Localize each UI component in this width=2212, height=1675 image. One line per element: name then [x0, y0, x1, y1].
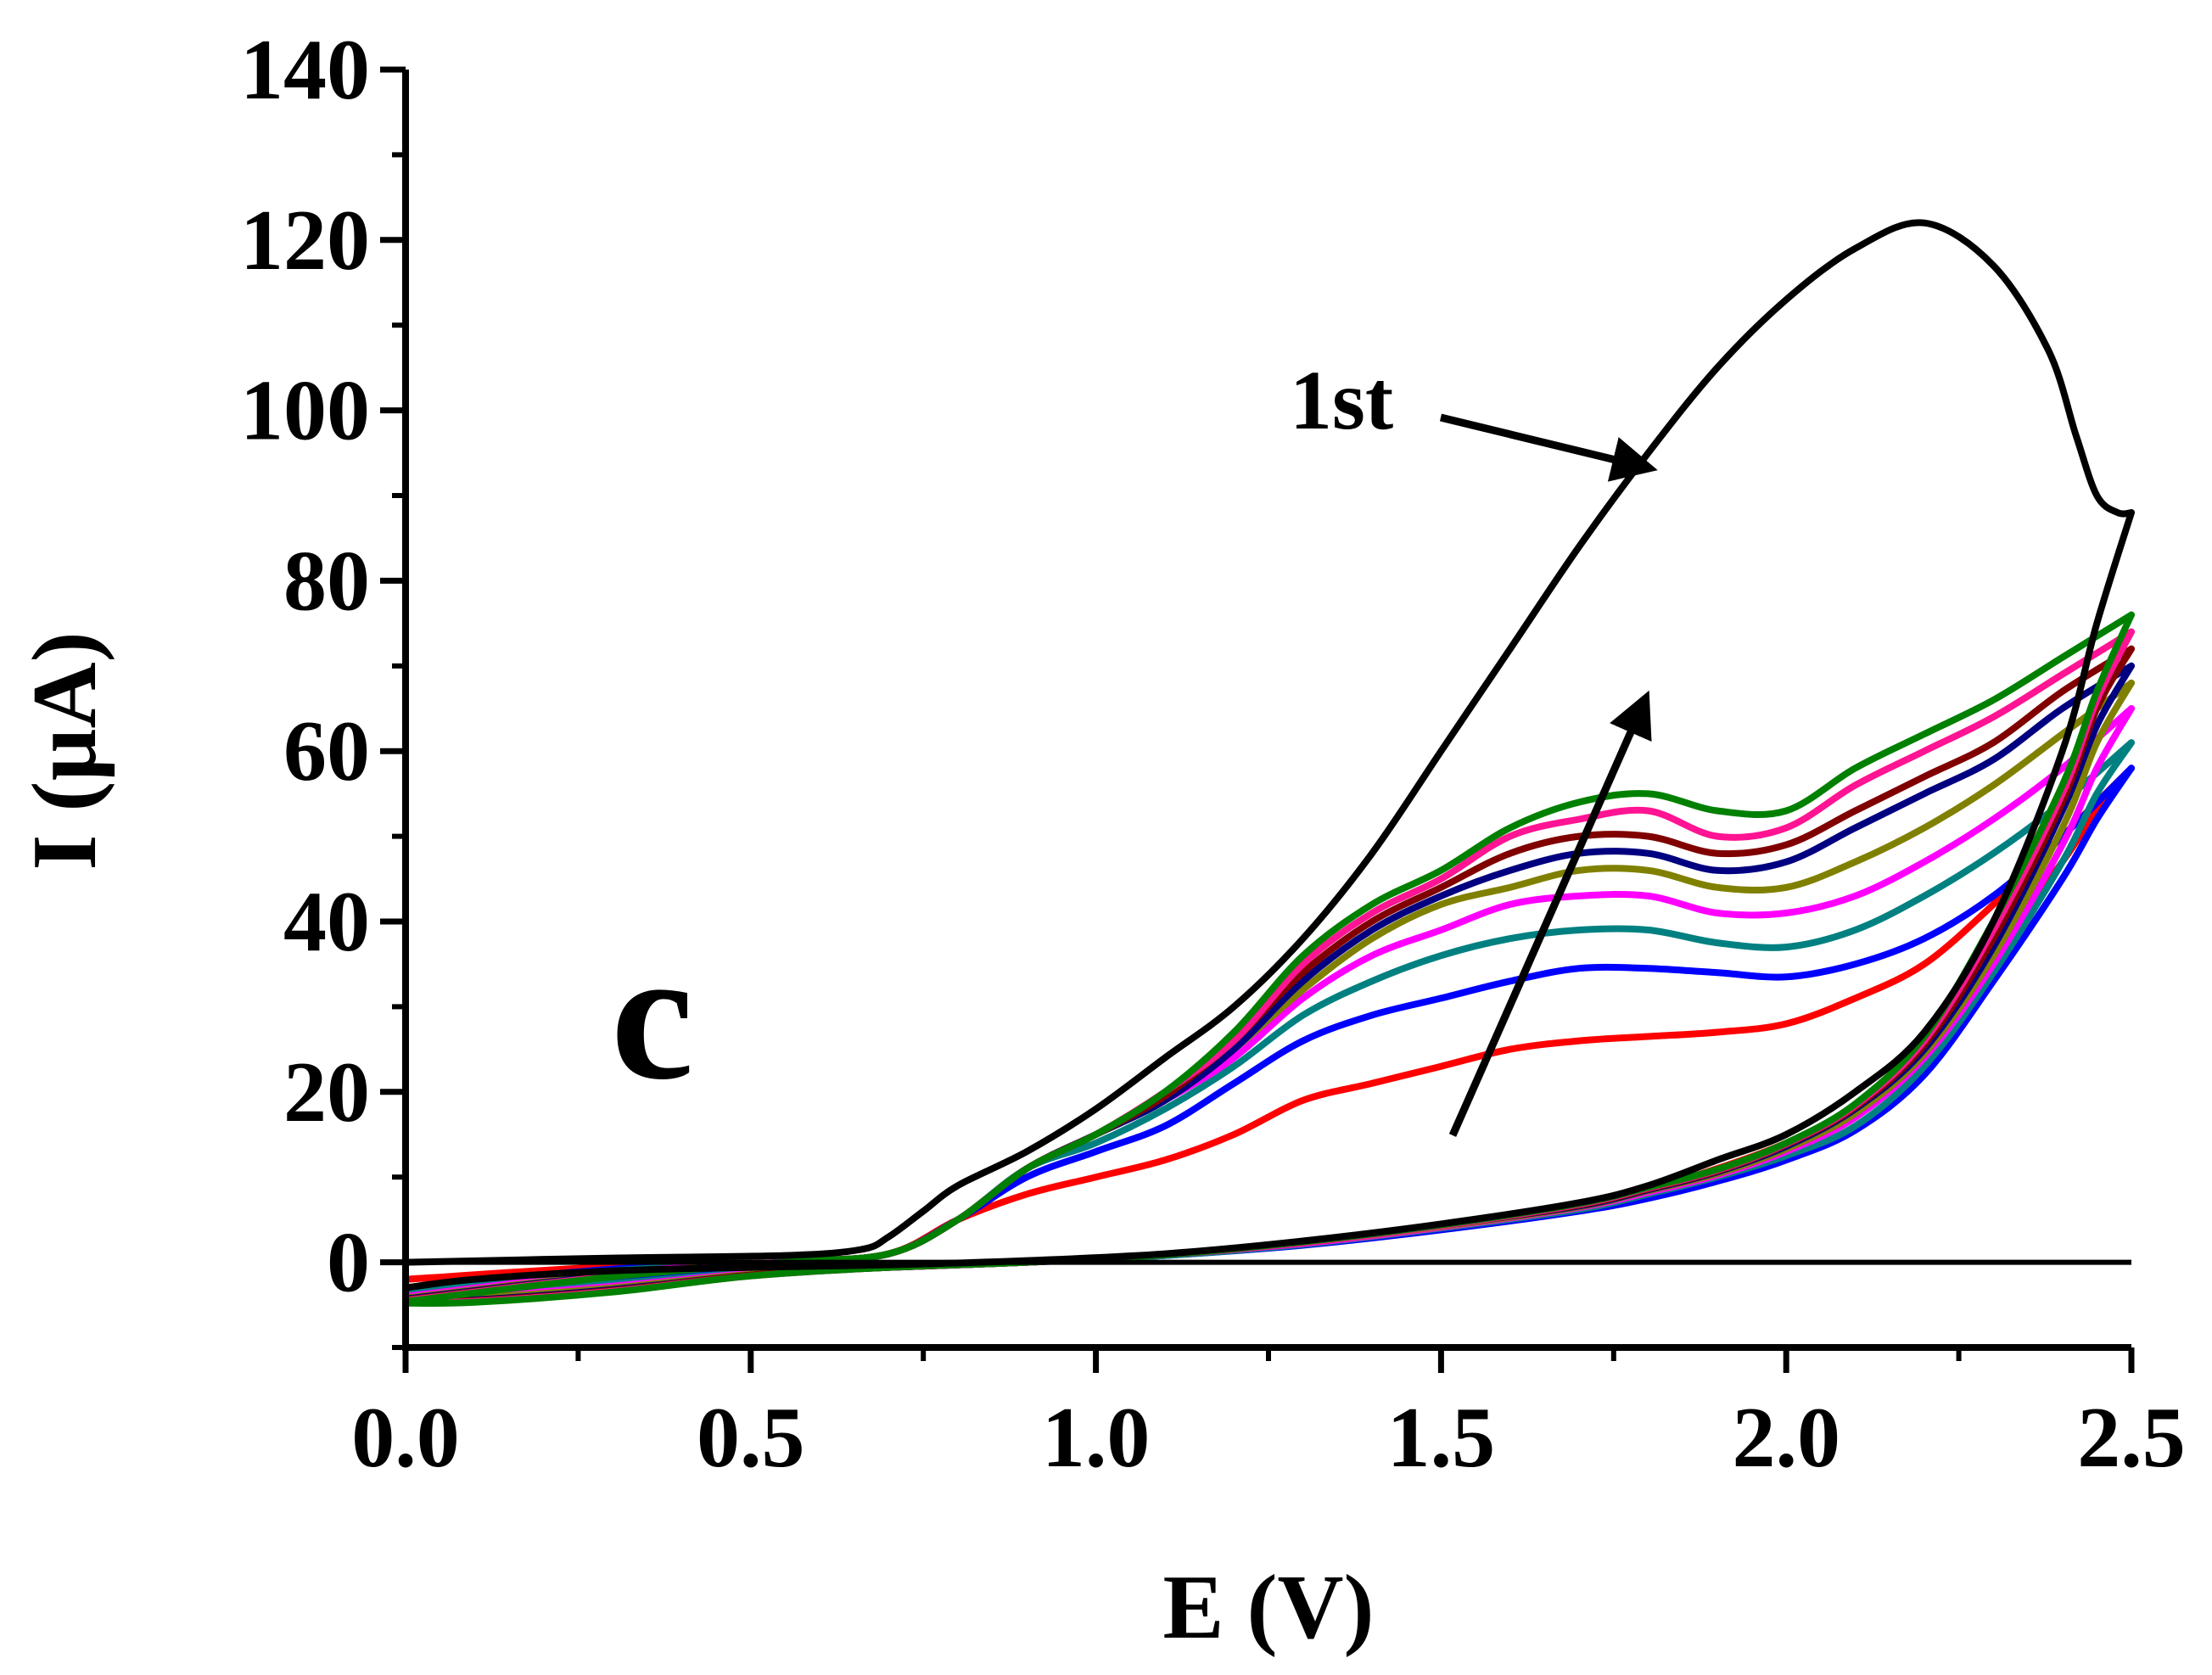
- series-forward-scan: [402, 611, 2135, 1305]
- series-forward-scan: [402, 219, 2135, 1266]
- y-tick-label: 80: [283, 533, 370, 629]
- series-reverse-scan: [402, 509, 2135, 1291]
- y-axis-title: I (µA): [14, 631, 115, 870]
- panel-label: c: [611, 911, 694, 1118]
- x-tick-label: 0.5: [697, 1390, 805, 1486]
- y-tick-label: 100: [240, 363, 370, 459]
- y-tick-label: 0: [327, 1215, 370, 1311]
- x-axis-title: E (V): [1163, 1557, 1375, 1658]
- y-tick-label: 20: [283, 1045, 370, 1140]
- axes: [402, 70, 2131, 1351]
- x-tick-label: 1.0: [1042, 1390, 1151, 1486]
- x-tick-label: 2.5: [2077, 1390, 2186, 1486]
- y-tick-label: 40: [283, 874, 370, 970]
- x-tick-label: 2.0: [1732, 1390, 1840, 1486]
- first-cycle-label: 1st: [1290, 353, 1393, 447]
- series-layer: [402, 219, 2135, 1308]
- series-cycle-1-1st-: [402, 219, 2135, 1291]
- x-tick-label: 0.0: [351, 1390, 460, 1486]
- trend-arrow: [1448, 690, 1652, 1137]
- y-tick-label: 140: [240, 22, 370, 118]
- y-tick-label: 60: [283, 703, 370, 799]
- y-tick-label: 120: [240, 193, 370, 289]
- first-cycle-arrow: [1439, 413, 1658, 482]
- ticks: 0 20 40 60 80 100 120 140 0.0 0.5 1.0 1.5 2.0 2.5: [240, 22, 2186, 1486]
- x-tick-label: 1.5: [1387, 1390, 1496, 1486]
